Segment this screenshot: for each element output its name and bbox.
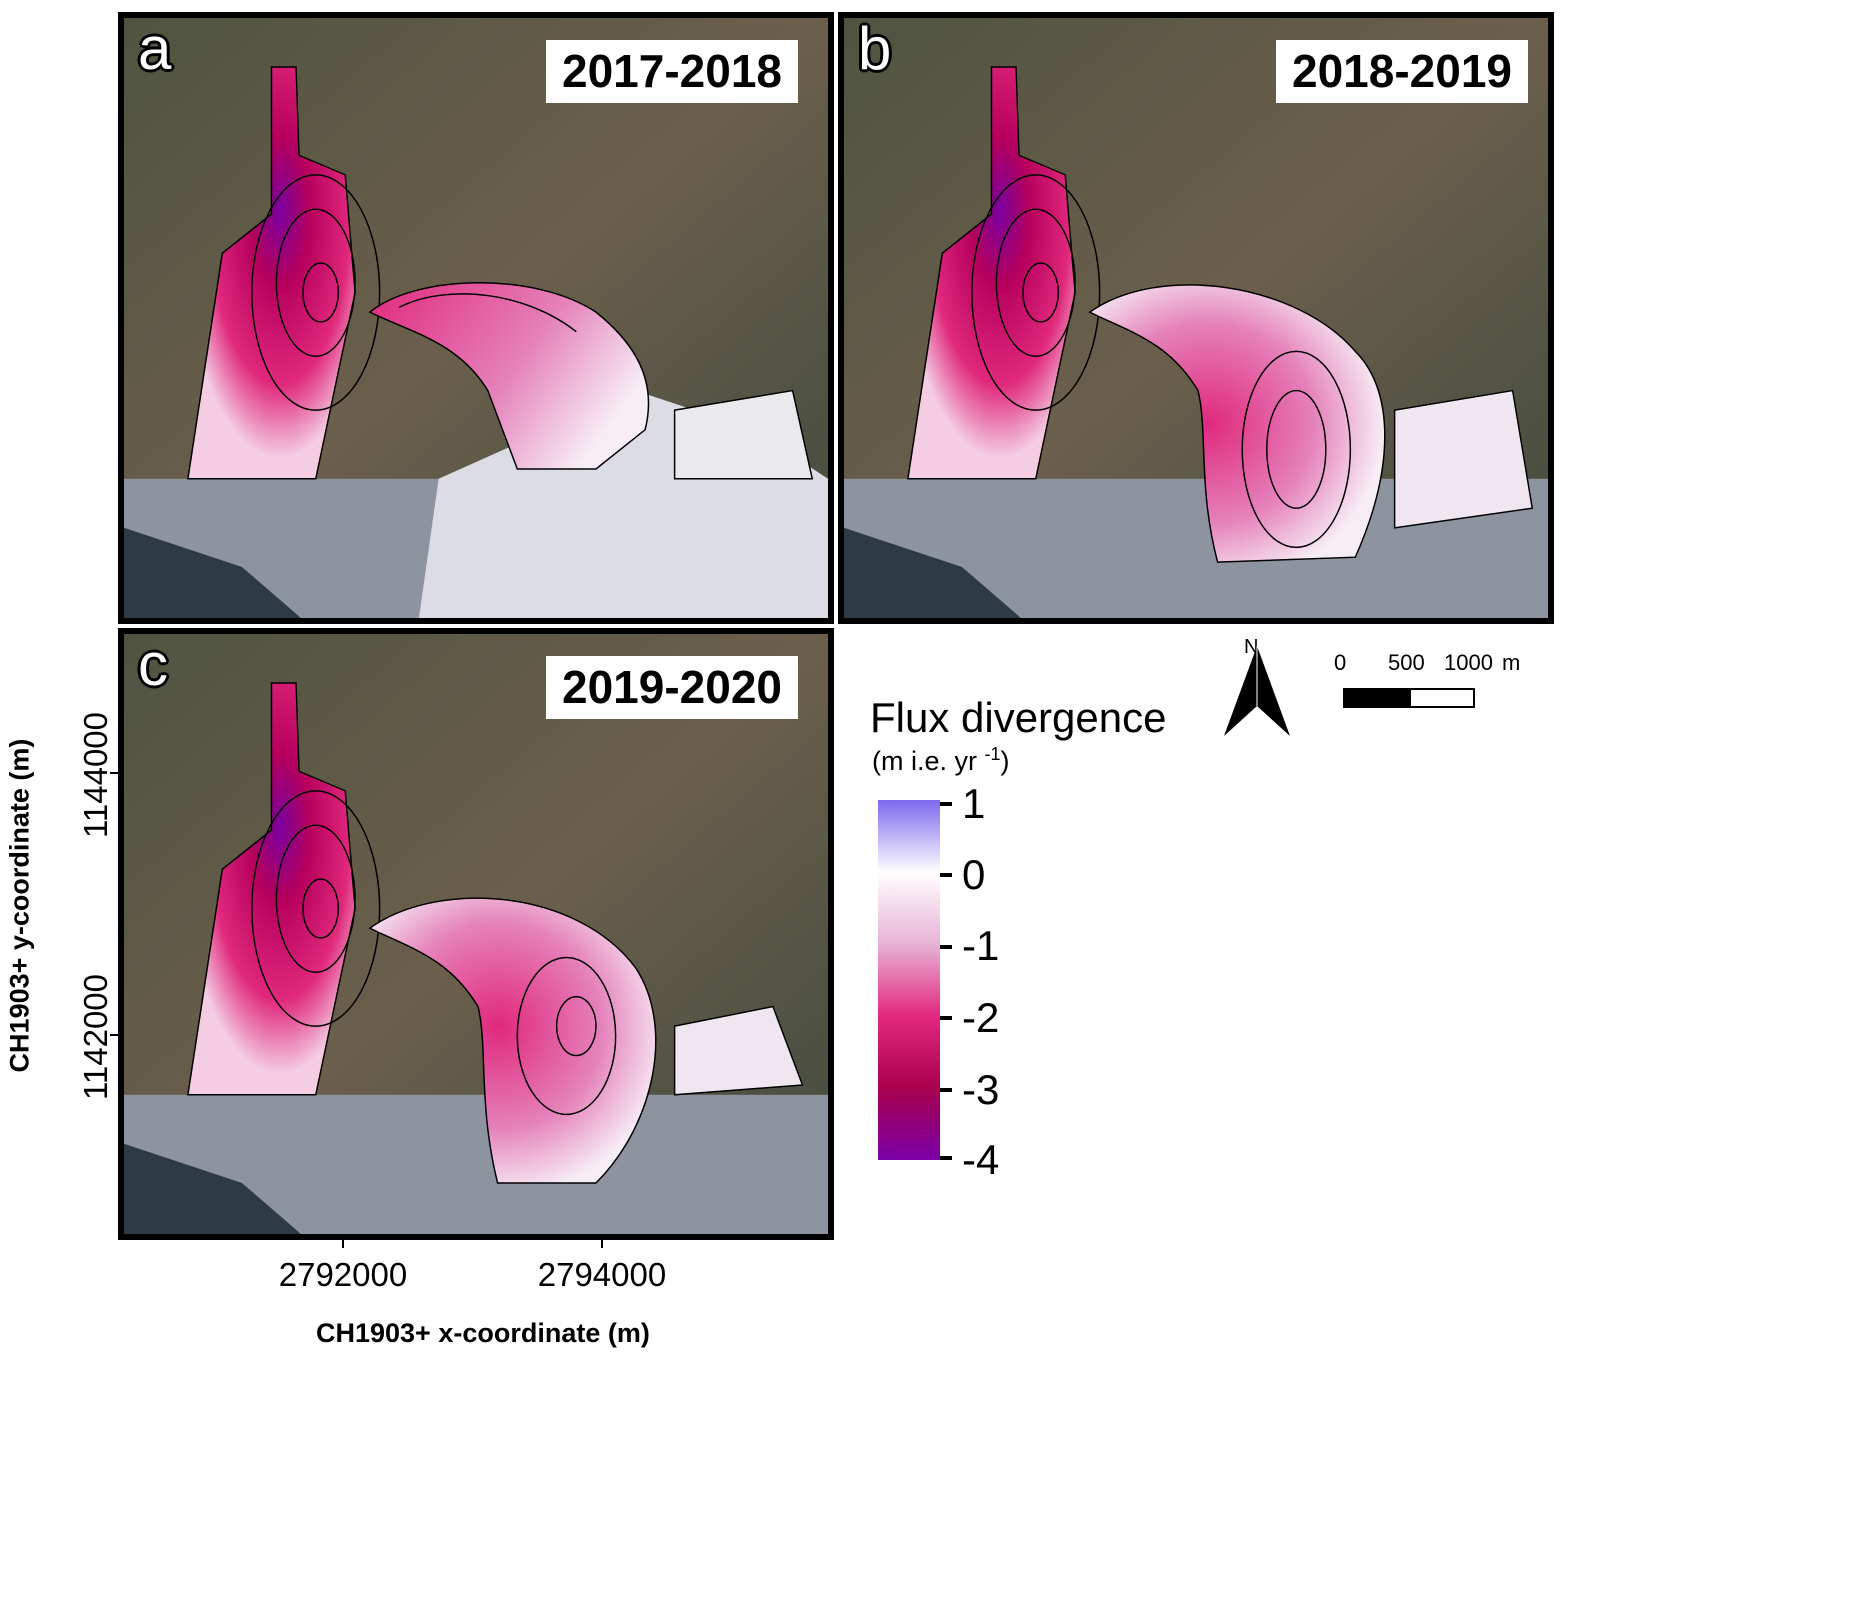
scale-bar-black-segment	[1343, 688, 1413, 708]
legend-tick-mark-1	[940, 802, 952, 806]
x-tick-label-2792000: 2792000	[278, 1256, 408, 1293]
panel-letter: b	[858, 15, 892, 82]
legend-tick-mark-0	[940, 873, 952, 877]
satellite-map-a	[124, 18, 828, 618]
legend-tick-mark-neg1	[940, 945, 952, 949]
legend-units-prefix: (m i.e. yr	[872, 746, 977, 776]
map-panel-a: a 2017-2018	[118, 12, 834, 624]
panel-year-label: 2019-2020	[546, 656, 798, 719]
satellite-map-c	[124, 634, 828, 1234]
north-arrow-icon	[1224, 646, 1290, 736]
legend-tick-mark-neg2	[940, 1016, 952, 1020]
y-tick-label-1142000: 1142000	[77, 973, 114, 1101]
panel-year-label: 2018-2019	[1276, 40, 1528, 103]
x-tick-mark-2794000	[601, 1240, 603, 1248]
map-panel-c: c 2019-2020	[118, 628, 834, 1240]
legend-tick-mark-neg4	[940, 1156, 952, 1160]
satellite-map-b	[844, 18, 1548, 618]
scale-label-1000: 1000	[1444, 650, 1493, 675]
legend-units: (m i.e. yr -1)	[872, 744, 1010, 777]
legend-tick-label-1: 1	[962, 780, 986, 827]
scale-bar: 0 500 1000 m	[1330, 650, 1530, 720]
y-tick-mark-1144000	[110, 772, 118, 774]
legend-colorbar	[878, 800, 940, 1160]
panel-year-label: 2017-2018	[546, 40, 798, 103]
x-tick-label-2794000: 2794000	[537, 1256, 667, 1293]
legend-tick-label-neg1: -1	[962, 922, 1000, 969]
legend-units-exponent: -1	[984, 744, 1001, 764]
x-axis-label: CH1903+ x-coordinate (m)	[316, 1318, 650, 1348]
x-tick-mark-2792000	[342, 1240, 344, 1248]
legend-tick-mark-neg3	[940, 1088, 952, 1092]
legend-title: Flux divergence	[870, 694, 1167, 741]
panel-letter: c	[138, 631, 168, 698]
legend-tick-label-neg4: -4	[962, 1136, 1000, 1183]
legend-units-suffix: )	[1000, 746, 1010, 776]
legend-tick-label-neg2: -2	[962, 994, 1000, 1041]
legend-tick-label-neg3: -3	[962, 1066, 1000, 1113]
map-panel-b: b 2018-2019	[838, 12, 1554, 624]
scale-bar-white-segment	[1409, 688, 1475, 708]
y-tick-label-1144000: 1144000	[77, 711, 114, 839]
panel-letter: a	[138, 15, 172, 82]
scale-label-500: 500	[1388, 650, 1425, 675]
scale-label-unit: m	[1502, 650, 1521, 675]
y-tick-mark-1142000	[110, 1034, 118, 1036]
north-arrow: N	[1222, 636, 1292, 746]
scale-label-0: 0	[1334, 650, 1347, 675]
legend-tick-label-0: 0	[962, 851, 986, 898]
y-axis-label: CH1903+ y-coordinate (m)	[4, 738, 35, 1073]
